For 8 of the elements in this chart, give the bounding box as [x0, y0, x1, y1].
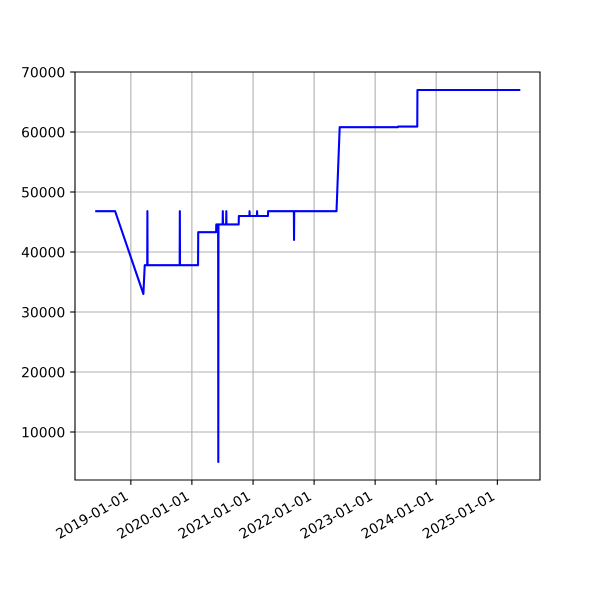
y-tick-label: 70000 — [22, 66, 64, 78]
y-tick-label: 10000 — [22, 426, 64, 438]
y-tick-label: 30000 — [22, 306, 64, 318]
y-tick-label: 20000 — [22, 366, 64, 378]
y-tick-label: 60000 — [22, 126, 64, 138]
line-series — [95, 88, 520, 464]
y-tick-label: 40000 — [22, 246, 64, 258]
y-tick-label: 50000 — [22, 186, 64, 198]
